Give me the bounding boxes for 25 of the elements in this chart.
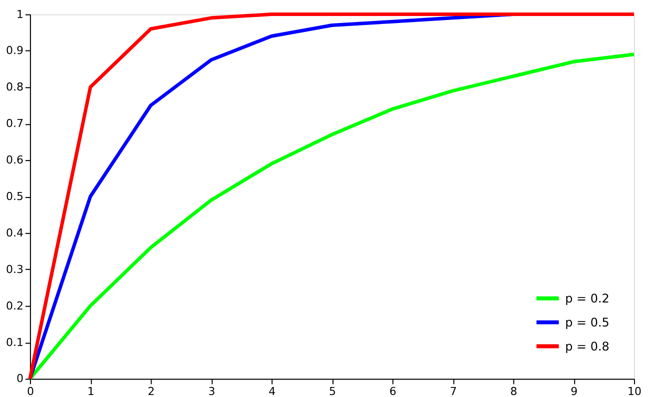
y-tick-label: 0.6 bbox=[6, 154, 24, 167]
x-tick-label: 4 bbox=[268, 385, 276, 397]
y-tick-label: 0 bbox=[16, 372, 24, 386]
x-tick-label: 0 bbox=[26, 385, 34, 397]
y-tick-label: 0.7 bbox=[6, 117, 24, 130]
x-tick-label: 8 bbox=[510, 385, 518, 397]
x-tick-label: 6 bbox=[389, 385, 396, 397]
y-tick-label: 0.5 bbox=[6, 190, 24, 203]
y-tick-label: 0.1 bbox=[6, 336, 24, 349]
legend-label: p = 0.5 bbox=[565, 315, 610, 330]
legend-label: p = 0.2 bbox=[565, 291, 610, 306]
y-tick-label: 0.8 bbox=[6, 80, 24, 94]
y-tick-label: 0.3 bbox=[6, 262, 24, 276]
x-tick-label: 10 bbox=[628, 385, 642, 397]
x-tick-label: 5 bbox=[328, 385, 336, 397]
y-tick-label: 0.2 bbox=[6, 299, 24, 312]
x-tick-label: 1 bbox=[87, 385, 94, 397]
x-tick-label: 2 bbox=[148, 385, 155, 397]
x-tick-label: 9 bbox=[570, 385, 578, 397]
y-tick-label: 1 bbox=[16, 8, 24, 21]
x-tick-label: 3 bbox=[208, 385, 216, 397]
y-tick-label: 0.9 bbox=[6, 44, 24, 58]
x-tick-label: 7 bbox=[450, 385, 457, 397]
legend-label: p = 0.8 bbox=[565, 339, 610, 354]
y-tick-label: 0.4 bbox=[6, 226, 24, 240]
